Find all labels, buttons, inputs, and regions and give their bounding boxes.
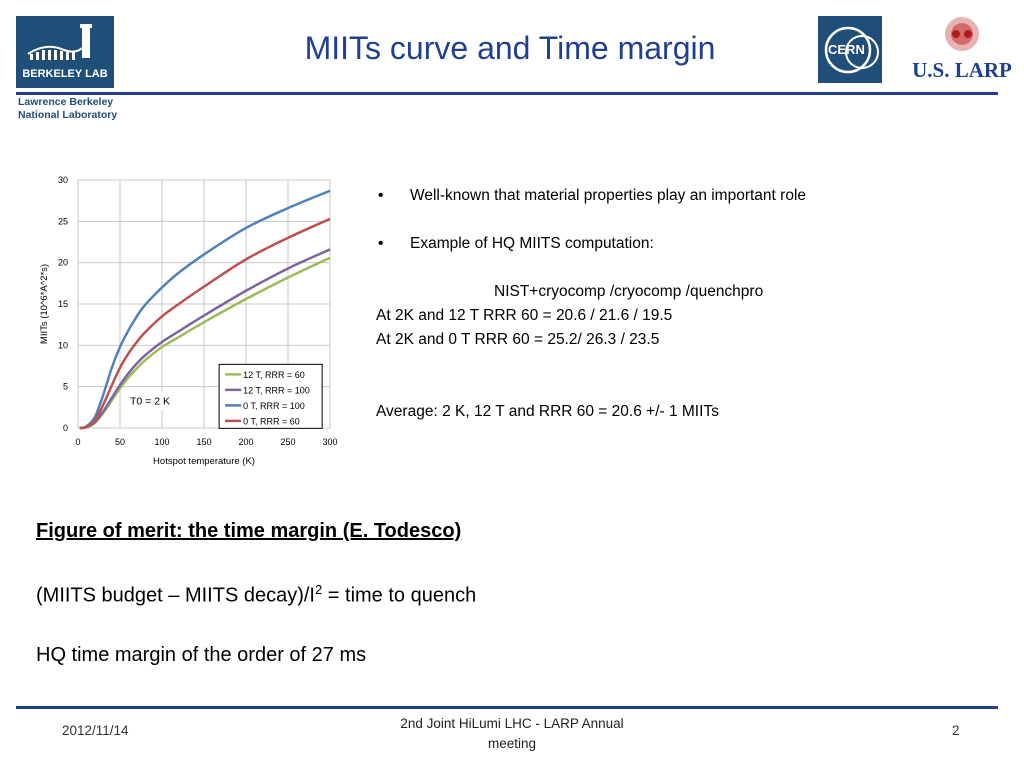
page-number: 2 <box>952 723 960 738</box>
berkeley-lab-logo: BERKELEY LAB <box>16 16 114 88</box>
computation-sources: NIST+cryocomp /cryocomp /quenchpro <box>494 283 764 300</box>
larp-logo-label: U.S. LARP <box>912 58 1012 82</box>
x-axis-title: Hotspot temperature (K) <box>153 456 255 467</box>
y-tick-label: 15 <box>58 299 68 309</box>
x-tick-label: 0 <box>75 437 80 447</box>
y-tick-label: 5 <box>63 382 68 392</box>
header-rule <box>16 92 998 95</box>
legend-entry: 0 T, RRR = 60 <box>243 416 300 426</box>
footer-event-line1: 2nd Joint HiLumi LHC - LARP Annual <box>400 716 624 731</box>
x-tick-label: 150 <box>196 437 211 447</box>
lab-name-line1: Lawrence Berkeley <box>18 96 114 108</box>
bullet-dot: • <box>378 187 384 204</box>
lab-name-line2: National Laboratory <box>18 109 118 121</box>
y-tick-label: 10 <box>58 340 68 350</box>
legend-entry: 0 T, RRR = 100 <box>243 401 305 411</box>
y-tick-label: 25 <box>58 216 68 226</box>
cern-logo: CERN <box>818 16 882 83</box>
us-larp-logo: U.S. LARP <box>906 14 1018 86</box>
series-line <box>79 217 331 430</box>
slide-title: MIITs curve and Time margin <box>304 30 716 66</box>
computation-12t: At 2K and 12 T RRR 60 = 20.6 / 21.6 / 19… <box>376 307 673 324</box>
x-tick-label: 200 <box>238 437 253 447</box>
series-line <box>79 248 331 430</box>
x-tick-label: 300 <box>322 437 337 447</box>
bullet-item: • Well-known that material properties pla… <box>376 184 1016 208</box>
lab-name: Lawrence Berkeley National Laboratory <box>18 96 117 122</box>
footer-date: 2012/11/14 <box>62 723 129 738</box>
miits-chart: 0 50 100 150 200 250 300 0 5 10 15 20 25 30 T0 = 2 K 12… <box>39 175 338 467</box>
legend-entry: 12 T, RRR = 100 <box>243 385 310 395</box>
cern-emblem-icon: CERN <box>824 26 879 74</box>
footer-event: 2nd Joint HiLumi LHC - LARP Annual meeti… <box>384 714 640 754</box>
y-tick-label: 20 <box>58 258 68 268</box>
time-to-quench-formula: (MIITS budget – MIITS decay)/I2 = time t… <box>36 582 477 607</box>
time-margin-statement: HQ time margin of the order of 27 ms <box>36 644 367 666</box>
y-tick-label: 30 <box>58 175 68 185</box>
larp-emblem-icon <box>945 17 979 51</box>
annotation-label: T0 = 2 K <box>130 396 170 408</box>
x-tick-label: 250 <box>280 437 295 447</box>
x-tick-label: 100 <box>154 437 169 447</box>
computation-0t: At 2K and 0 T RRR 60 = 25.2/ 26.3 / 23.5 <box>376 331 660 348</box>
x-tick-label: 50 <box>115 437 125 447</box>
bullet-item: • Example of HQ MIITS computation: <box>376 232 1016 256</box>
series-line <box>79 189 331 430</box>
footer-event-line2: meeting <box>487 736 537 751</box>
berkeley-building-icon <box>27 24 92 60</box>
cern-logo-label: CERN <box>828 42 865 57</box>
bullet-dot: • <box>378 235 384 252</box>
figure-of-merit-heading: Figure of merit: the time margin (E. Tod… <box>36 520 462 542</box>
y-axis-title: MIITs (10^6*A^2*s) <box>39 264 50 344</box>
legend-entry: 12 T, RRR = 60 <box>243 370 305 380</box>
bullet-list: • Well-known that material properties pla… <box>376 184 1016 424</box>
annotation-box <box>123 391 185 411</box>
footer-rule <box>16 706 998 709</box>
computation-average: Average: 2 K, 12 T and RRR 60 = 20.6 +/-… <box>376 403 719 420</box>
y-tick-label: 0 <box>63 423 68 433</box>
berkeley-logo-label: BERKELEY LAB <box>22 68 108 80</box>
